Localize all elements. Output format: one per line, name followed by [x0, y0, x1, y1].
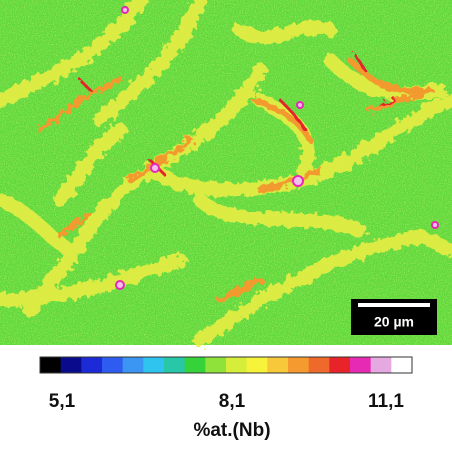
- colorbar-segment: [308, 357, 330, 373]
- colorbar-segment: [122, 357, 144, 373]
- colorbar-segment: [205, 357, 227, 373]
- colorbar-segment: [143, 357, 165, 373]
- colorbar-title: %at.(Nb): [193, 420, 270, 441]
- colorbar-segment: [102, 357, 124, 373]
- colorbar-segment: [370, 357, 392, 373]
- colorbar-label: 5,1: [49, 391, 76, 412]
- colorbar: [39, 356, 413, 374]
- colorbar-segment: [246, 357, 268, 373]
- colorbar-segment: [391, 357, 413, 373]
- colorbar-segment: [226, 357, 248, 373]
- colorbar-border: [39, 356, 413, 374]
- colorbar-segment: [40, 357, 62, 373]
- colorbar-label: 8,1: [219, 391, 246, 412]
- element-map: 20 µm: [0, 0, 452, 347]
- colorbar-segment: [60, 357, 82, 373]
- colorbar-segment: [267, 357, 289, 373]
- colorbar-label: 11,1: [368, 391, 404, 412]
- colorbar-segment: [288, 357, 310, 373]
- colorbar-segment: [184, 357, 206, 373]
- colorbar-segment: [164, 357, 186, 373]
- scale-bar-label: 20 µm: [374, 314, 414, 330]
- colorbar-segment: [329, 357, 351, 373]
- colorbar-segment: [350, 357, 372, 373]
- colorbar-segment: [81, 357, 103, 373]
- scale-bar: 20 µm: [351, 299, 437, 335]
